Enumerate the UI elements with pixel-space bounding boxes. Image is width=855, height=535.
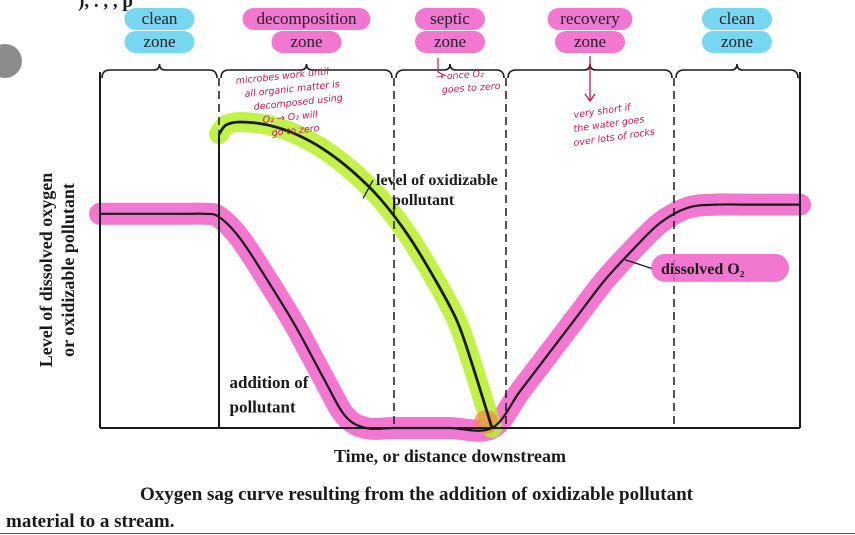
cropped-header-fragment: ), . , , p	[78, 0, 133, 12]
note-decomposition-4: go to zero	[271, 123, 320, 139]
y-axis-title-line2: or oxidizable pollutant	[58, 183, 78, 357]
figure-caption-line2: material to a stream.	[6, 511, 175, 532]
zone-label-highlight-3-1	[555, 31, 625, 53]
y-axis-title-line1: Level of dissolved oxygen	[36, 173, 56, 368]
zone-label-1-0: decomposition	[256, 9, 357, 28]
zone-label-highlight-1-0	[242, 8, 371, 30]
zone-label-highlight-2-0	[415, 8, 485, 30]
zone-label-highlight-0-0	[124, 8, 195, 30]
zone-label-0-0: clean	[142, 9, 178, 28]
dissolved-o2-leader-line	[624, 259, 654, 270]
curve-layer	[99, 120, 800, 432]
zone-label-highlight-1-1	[271, 31, 342, 53]
addition-of-pollutant-label-1: pollutant	[230, 398, 296, 417]
dissolved-o2-label: dissolved O₂	[661, 261, 745, 278]
pollutant-curve	[217, 120, 494, 429]
label-layer: level of oxidizable pollutant dissolved O₂…	[36, 56, 789, 466]
dissolved-o2-curve	[99, 203, 800, 432]
pollutant-label-line2: pollutant	[392, 192, 455, 209]
note-septic-arrow	[437, 58, 447, 77]
zone-label-0-1: zone	[143, 32, 175, 51]
zone-label-highlight-2-1	[415, 31, 485, 53]
note-septic-0: → once O₂	[435, 69, 484, 83]
zone-label-4-1: zone	[721, 32, 753, 51]
zone-label-2-0: septic	[430, 9, 470, 28]
zone-label-highlight-3-0	[547, 8, 633, 30]
zone-label-4-0: clean	[719, 9, 755, 28]
addition-of-pollutant-label-0: addition of	[230, 373, 309, 392]
side-dot-decoration	[0, 44, 22, 78]
zone-label-3-0: recovery	[560, 9, 620, 28]
zone-brace-1	[220, 63, 393, 79]
bottom-rule	[0, 533, 855, 534]
figure-caption-line1: Oxygen sag curve resulting from the addi…	[140, 484, 693, 505]
dissolved-o2-label-highlight	[651, 253, 789, 282]
zone-label-2-1: zone	[434, 32, 466, 51]
zone-label-3-1: zone	[574, 32, 606, 51]
zone-label-highlight-4-1	[702, 31, 772, 53]
note-recovery-arrow	[584, 56, 596, 103]
x-axis-title: Time, or distance downstream	[334, 446, 566, 466]
pollutant-label-line1: level of oxidizable	[376, 172, 498, 189]
zone-brace-2	[395, 63, 505, 79]
zone-label-highlight-4-0	[702, 8, 772, 30]
zone-label-1-1: zone	[290, 32, 322, 51]
zone-brace-0	[101, 63, 218, 79]
zone-label-highlight-0-1	[124, 31, 195, 53]
zone-brace-4	[675, 63, 799, 79]
plot-frame	[99, 72, 801, 429]
zone-layer: clean zone decomposition zone septic zone reco…	[101, 8, 799, 428]
oxygen-sag-chart: clean zone decomposition zone septic zone reco…	[36, 8, 811, 466]
note-septic-1: goes to zero	[441, 81, 501, 96]
pollutant-leader-line	[362, 179, 374, 199]
